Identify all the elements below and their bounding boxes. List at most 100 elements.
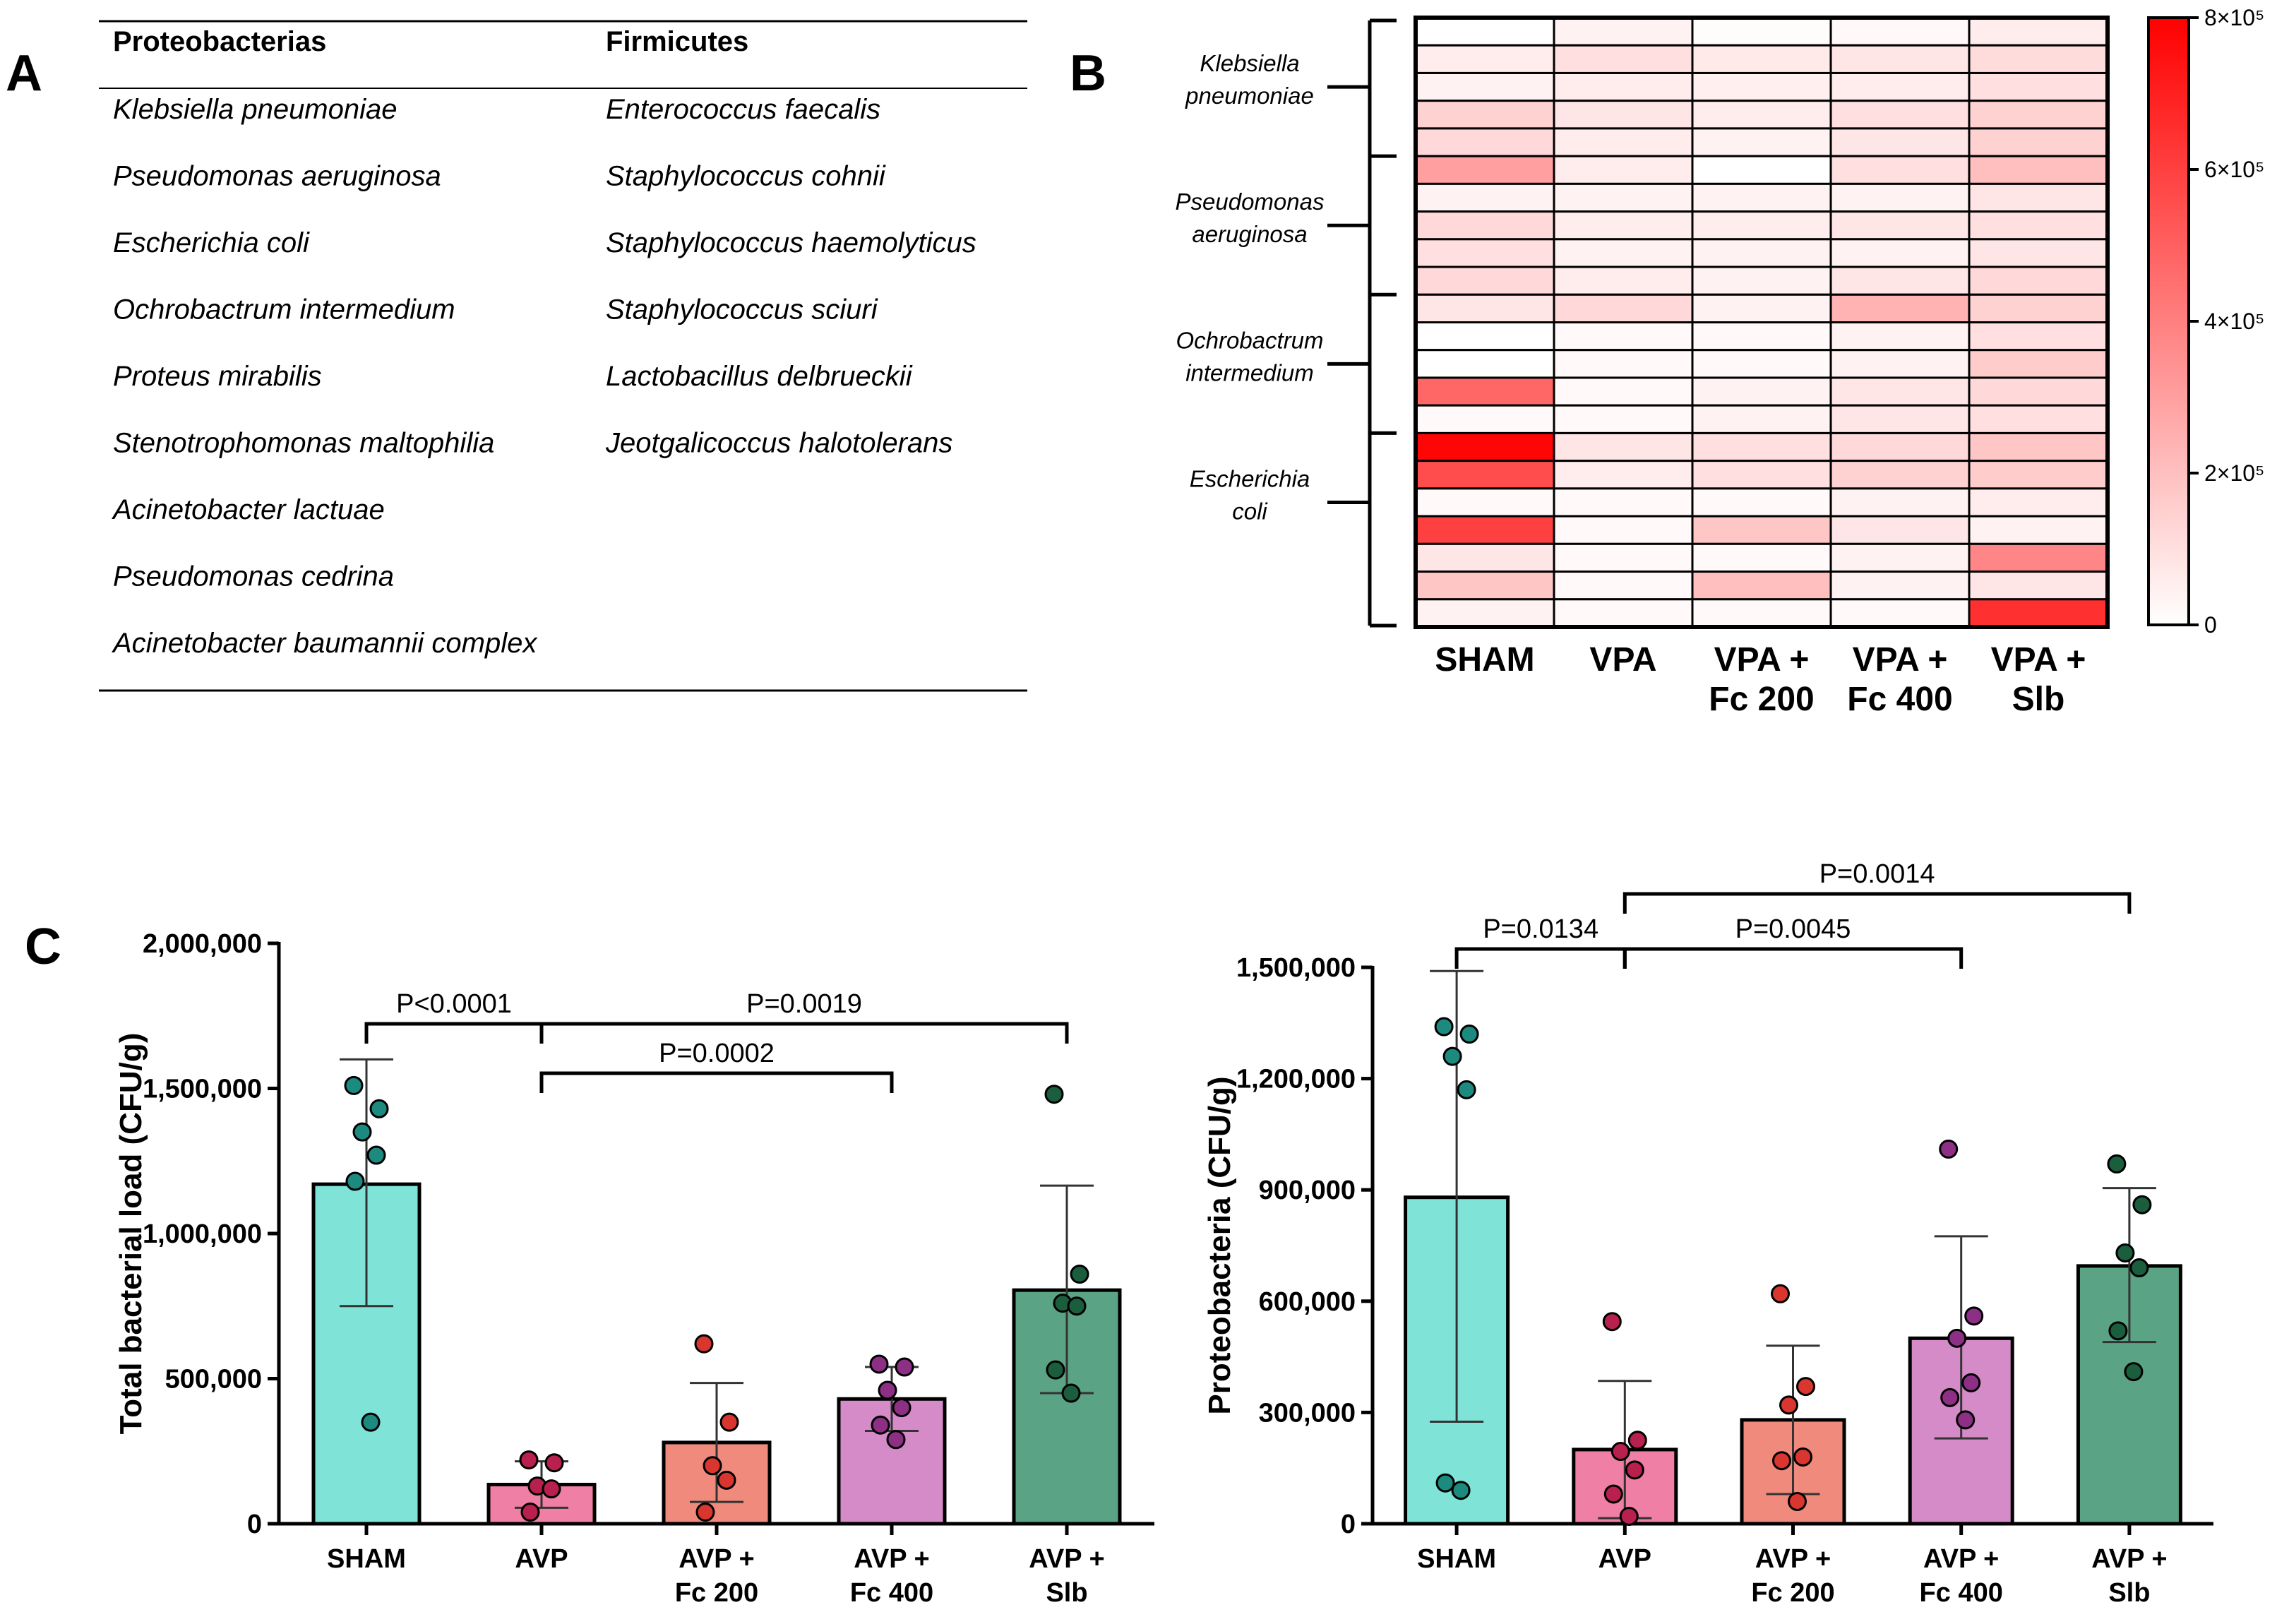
heatmap-cell <box>1553 293 1694 324</box>
heatmap-cell <box>1829 293 1971 324</box>
x-category-label-line-1: Slb <box>1046 1578 1087 1608</box>
heatmap-cell <box>1691 71 1832 102</box>
table-cell-proteobacteria: Pseudomonas aeruginosa <box>113 161 441 192</box>
significance-bracket <box>1622 892 2132 914</box>
data-point-fc200 <box>1788 1491 1807 1511</box>
heatmap-cell <box>1691 265 1832 296</box>
heatmap-cell <box>1414 71 1555 102</box>
table-cell-firmicutes: Staphylococcus haemolyticus <box>606 227 976 258</box>
data-point-slb <box>2132 1195 2152 1214</box>
proteobacteria-chart: 0 300,000 600,000 900,000 1,200,000 1,500,000… <box>1202 859 2213 1608</box>
data-point-slb <box>1061 1383 1081 1403</box>
heatmap-cell <box>1553 182 1694 213</box>
row-group-label-line-1: intermedium <box>1185 359 1314 386</box>
x-category-label-line-0: AVP + <box>1029 1544 1104 1574</box>
heatmap-cell <box>1553 376 1694 407</box>
heatmap-cell <box>1968 71 2109 102</box>
heatmap-cell <box>1414 487 1555 518</box>
data-point-sham <box>1434 1017 1454 1037</box>
heatmap-cell <box>1414 460 1555 490</box>
p-value-label: P=0.0002 <box>659 1039 775 1068</box>
data-point-slb <box>1070 1265 1089 1284</box>
heatmap-cell <box>1829 404 1971 434</box>
heatmap-cell <box>1829 598 1971 628</box>
heatmap-cell <box>1553 571 1694 601</box>
heatmap-cell <box>1414 542 1555 573</box>
colorbar-tick-label: 0 <box>2204 612 2217 638</box>
heatmap-cell <box>1829 321 1971 352</box>
heatmap-cell <box>1691 376 1832 407</box>
heatmap-cell <box>1414 598 1555 628</box>
heatmap-cell <box>1553 349 1694 379</box>
heatmap-border <box>1414 16 2110 629</box>
heatmap-cell <box>1414 155 1555 185</box>
heatmap-cell <box>1414 349 1555 379</box>
heatmap-cell <box>1553 460 1694 490</box>
heatmap-cell <box>1829 210 1971 241</box>
colorbar-tick-label: 6×10⁵ <box>2204 157 2264 182</box>
data-point-fc400 <box>892 1398 912 1418</box>
row-group-label-line-1: aeruginosa <box>1192 221 1307 247</box>
p-value-label: P<0.0001 <box>396 989 512 1019</box>
p-value-label: P=0.0045 <box>1735 914 1851 944</box>
heatmap-cell <box>1553 210 1694 241</box>
heatmap-column-label-line-1: Fc 200 <box>1709 681 1814 718</box>
data-point-fc400 <box>1956 1410 1976 1430</box>
panel-label-a: A <box>6 45 42 102</box>
data-point-sham <box>1435 1473 1455 1493</box>
heatmap-cell <box>1968 460 2109 490</box>
data-point-fc200 <box>703 1456 722 1476</box>
table-cell-proteobacteria: Acinetobacter baumannii complex <box>112 628 538 659</box>
table-cell-firmicutes: Jeotgalicoccus halotolerans <box>605 428 952 459</box>
data-point-avp <box>1625 1460 1644 1480</box>
significance-bracket <box>539 1071 894 1093</box>
heatmap-column-label-line-0: SHAM <box>1435 641 1534 679</box>
data-point-fc400 <box>1939 1139 1959 1159</box>
data-point-avp <box>520 1503 540 1522</box>
data-point-avp <box>544 1453 564 1473</box>
row-group-label-line-0: Escherichia <box>1190 465 1310 491</box>
heatmap-cell <box>1414 404 1555 434</box>
x-category-label-line-1: Fc 400 <box>850 1578 933 1608</box>
heatmap-cell <box>1414 293 1555 324</box>
table-cell-firmicutes: Staphylococcus cohnii <box>606 161 886 192</box>
heatmap-cell <box>1691 321 1832 352</box>
x-category-label-line-1: Fc 400 <box>1920 1578 2003 1608</box>
data-point-fc200 <box>1796 1377 1815 1397</box>
y-tick-label: 1,500,000 <box>143 1075 262 1104</box>
heatmap-cell <box>1414 100 1555 130</box>
heatmap-cell <box>1414 16 1555 47</box>
heatmap-cell <box>1968 515 2109 545</box>
table-header-firmicutes: Firmicutes <box>606 26 748 57</box>
y-axis-label: Proteobacteria (CFU/g) <box>1202 1076 1237 1414</box>
row-group-label-line-0: Ochrobactrum <box>1176 327 1323 353</box>
heatmap-cell <box>1968 293 2109 324</box>
total-bacterial-load-chart: 0 500,000 1,000,000 1,500,000 2,000,000 Total… <box>114 929 1154 1608</box>
heatmap-cell <box>1968 155 2109 185</box>
heatmap-cell <box>1691 404 1832 434</box>
row-group-label-line-0: Klebsiella <box>1200 50 1299 76</box>
heatmap-cell <box>1691 100 1832 130</box>
data-point-fc200 <box>694 1334 714 1354</box>
table-cell-proteobacteria: Klebsiella pneumoniae <box>113 94 398 125</box>
p-value-label: P=0.0014 <box>1819 859 1935 889</box>
heatmap-column-label-line-0: VPA + <box>1991 641 2086 679</box>
heatmap-cell <box>1829 487 1971 518</box>
data-point-fc400 <box>1947 1328 1967 1348</box>
data-point-sham <box>345 1171 365 1191</box>
heatmap-cell <box>1968 542 2109 573</box>
significance-bracket <box>539 1022 1069 1044</box>
heatmap-cell <box>1968 571 2109 601</box>
heatmap-cell <box>1968 321 2109 352</box>
heatmap-cell <box>1829 127 1971 157</box>
data-point-avp <box>542 1479 561 1499</box>
data-point-slb <box>1044 1085 1064 1104</box>
panel-label-c: C <box>25 919 61 975</box>
data-point-avp <box>1627 1431 1647 1450</box>
data-point-slb <box>2124 1362 2144 1382</box>
data-point-fc400 <box>895 1357 914 1377</box>
x-category-label-line-0: AVP <box>515 1544 568 1574</box>
y-tick-label: 300,000 <box>1259 1398 1356 1428</box>
heatmap-cell <box>1414 431 1555 462</box>
